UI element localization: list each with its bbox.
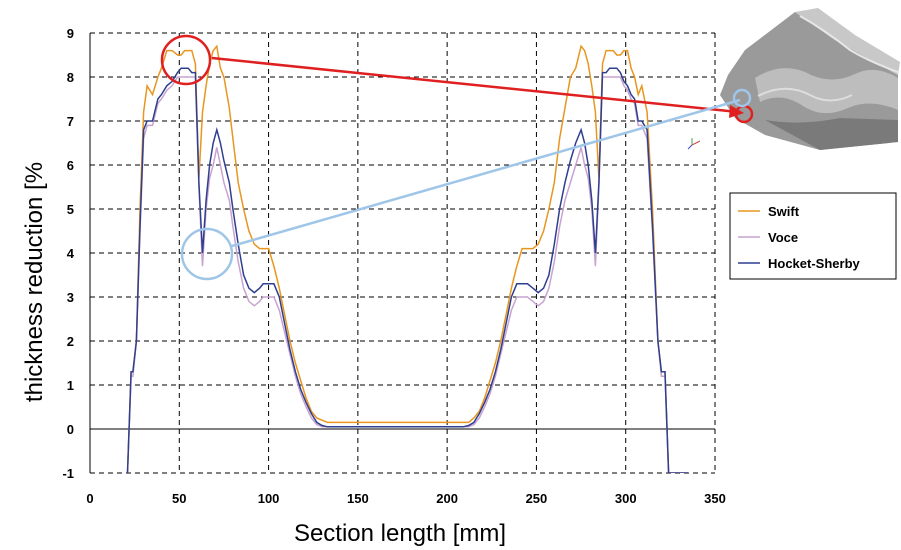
- y-tick-label: 9: [67, 26, 74, 41]
- legend-label-voce: Voce: [768, 230, 798, 245]
- series-lines: [126, 44, 689, 473]
- y-tick-label: 2: [67, 334, 74, 349]
- x-tick-label: 100: [258, 491, 280, 506]
- series-line-swift: [126, 44, 689, 473]
- x-tick-label: 50: [172, 491, 186, 506]
- y-tick-label: 3: [67, 290, 74, 305]
- legend-label-swift: Swift: [768, 204, 800, 219]
- x-axis-title: Section length [mm]: [294, 520, 506, 547]
- x-tick-label: 150: [347, 491, 369, 506]
- y-tick-label: 0: [67, 422, 74, 437]
- red-connector-arrow: [211, 56, 739, 114]
- x-tick-label: 250: [526, 491, 548, 506]
- series-line-voce: [126, 76, 689, 473]
- x-tick-label: 0: [86, 491, 93, 506]
- tick-labels: 0 50 100 150 200 250 300 350 -1 0 1 2 3 4 5 6 7 8 9: [62, 26, 725, 506]
- y-tick-label: 5: [67, 202, 74, 217]
- y-tick-label: -1: [62, 466, 74, 481]
- y-tick-label: 8: [67, 70, 74, 85]
- legend-label-hocket-sherby: Hocket-Sherby: [768, 256, 861, 271]
- x-tick-label: 350: [704, 491, 726, 506]
- y-tick-label: 7: [67, 114, 74, 129]
- axes: [89, 33, 715, 473]
- blue-highlight-circle: [180, 227, 234, 281]
- part-render-image: [720, 8, 900, 150]
- blue-connector-line: [231, 98, 741, 248]
- y-axis-title: thickness reduction [%: [21, 162, 48, 402]
- axes-triad-icon: [687, 138, 701, 150]
- x-tick-label: 200: [436, 491, 458, 506]
- legend: Swift Voce Hocket-Sherby: [729, 192, 897, 280]
- part-blue-marker: [732, 88, 752, 108]
- y-tick-label: 4: [67, 246, 75, 261]
- annotations: [160, 34, 754, 281]
- y-tick-label: 6: [67, 158, 74, 173]
- red-highlight-circle: [160, 34, 212, 86]
- series-line-hocket-sherby: [126, 67, 689, 473]
- x-tick-label: 300: [615, 491, 637, 506]
- y-tick-label: 1: [67, 378, 74, 393]
